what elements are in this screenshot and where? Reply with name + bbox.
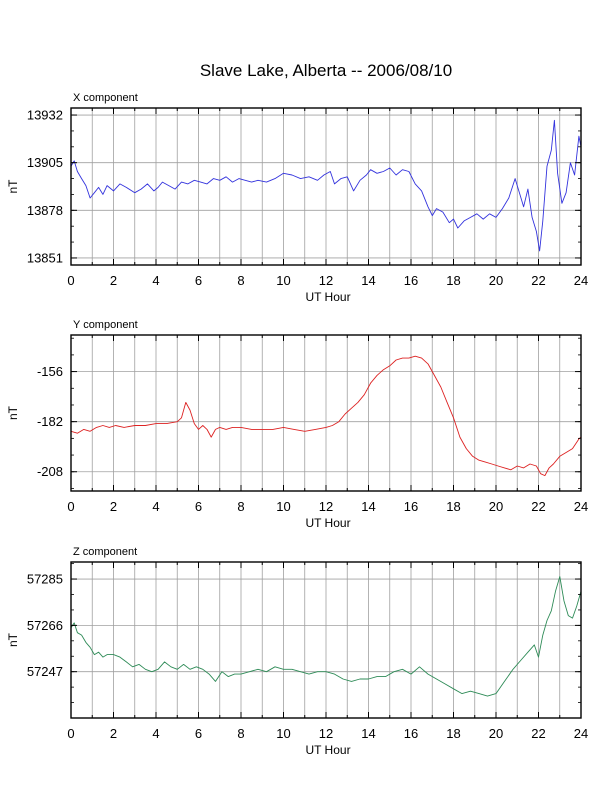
x-tick-label: 8 — [237, 726, 244, 741]
y-tick-label: 57285 — [27, 572, 63, 587]
x-tick-label: 12 — [319, 726, 333, 741]
series-line — [70, 576, 582, 697]
x-tick-label: 16 — [404, 499, 418, 514]
x-tick-label: 18 — [446, 273, 460, 288]
x-tick-label: 20 — [489, 726, 503, 741]
x-tick-label: 0 — [67, 273, 74, 288]
x-tick-label: 14 — [361, 273, 375, 288]
x-tick-label: 14 — [361, 499, 375, 514]
x-tick-label: 12 — [319, 273, 333, 288]
x-tick-label: 24 — [574, 726, 588, 741]
x-tick-label: 12 — [319, 499, 333, 514]
x-tick-label: 6 — [195, 499, 202, 514]
x-tick-label: 2 — [110, 273, 117, 288]
x-tick-label: 4 — [152, 726, 159, 741]
series-line — [70, 119, 582, 252]
page-title: Slave Lake, Alberta -- 2006/08/10 — [200, 61, 452, 80]
series-line — [70, 355, 582, 477]
x-tick-label: 10 — [276, 273, 290, 288]
y-tick-label: -208 — [37, 464, 63, 479]
x-tick-label: 16 — [404, 273, 418, 288]
x-tick-label: 22 — [531, 726, 545, 741]
y-axis-title: nT — [6, 179, 20, 194]
x-tick-label: 8 — [237, 273, 244, 288]
y-tick-label: 13878 — [27, 203, 63, 218]
x-tick-label: 0 — [67, 499, 74, 514]
panel-title: X component — [73, 92, 138, 104]
x-tick-label: 10 — [276, 726, 290, 741]
x-tick-label: 14 — [361, 726, 375, 741]
y-tick-label: -182 — [37, 414, 63, 429]
x-axis-title: UT Hour — [305, 290, 350, 304]
x-tick-label: 20 — [489, 499, 503, 514]
x-tick-label: 18 — [446, 499, 460, 514]
y-tick-label: 13932 — [27, 108, 63, 123]
y-tick-label: 57266 — [27, 618, 63, 633]
panel-title: Y component — [73, 319, 138, 331]
x-tick-label: 2 — [110, 726, 117, 741]
x-tick-label: 16 — [404, 726, 418, 741]
y-axis-title: nT — [6, 632, 20, 647]
x-tick-label: 4 — [152, 273, 159, 288]
y-tick-label: 13851 — [27, 250, 63, 265]
y-axis-title: nT — [6, 405, 20, 420]
x-tick-label: 0 — [67, 726, 74, 741]
x-tick-label: 22 — [531, 499, 545, 514]
x-tick-label: 20 — [489, 273, 503, 288]
x-tick-label: 8 — [237, 499, 244, 514]
y-tick-label: 57247 — [27, 664, 63, 679]
x-tick-label: 2 — [110, 499, 117, 514]
x-tick-label: 24 — [574, 499, 588, 514]
x-tick-label: 6 — [195, 726, 202, 741]
x-axis-title: UT Hour — [305, 743, 350, 757]
x-tick-label: 6 — [195, 273, 202, 288]
x-tick-label: 24 — [574, 273, 588, 288]
panel-title: Z component — [73, 546, 137, 558]
x-tick-label: 4 — [152, 499, 159, 514]
x-tick-label: 10 — [276, 499, 290, 514]
x-axis-title: UT Hour — [305, 516, 350, 530]
x-tick-label: 18 — [446, 726, 460, 741]
y-tick-label: 13905 — [27, 155, 63, 170]
y-tick-label: -156 — [37, 364, 63, 379]
x-tick-label: 22 — [531, 273, 545, 288]
